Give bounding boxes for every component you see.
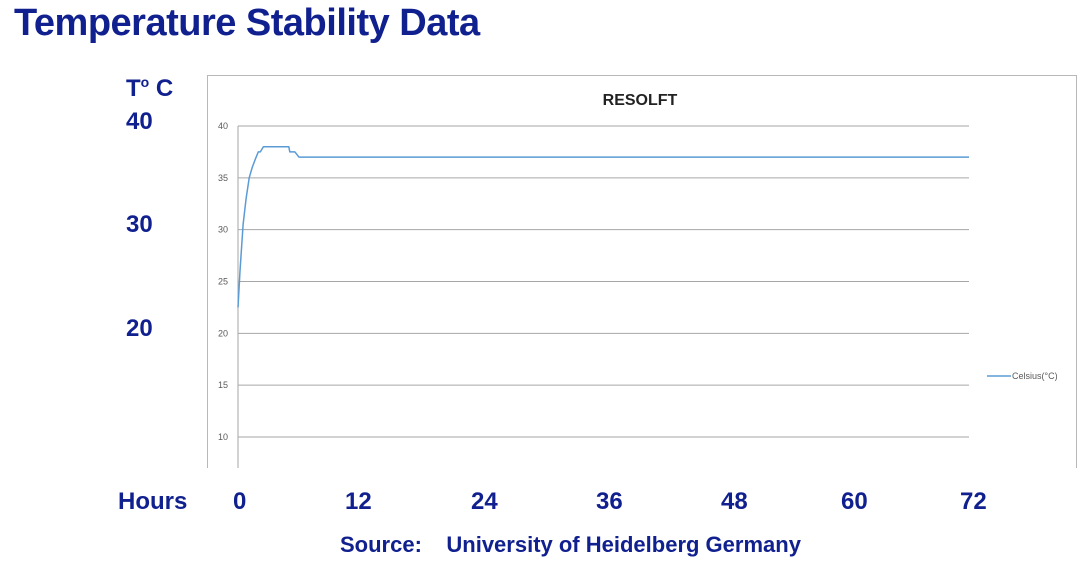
degree-superscript: o: [140, 74, 150, 90]
x-label-24: 24: [471, 488, 498, 515]
y-unit-suffix: C: [149, 75, 174, 102]
y-unit-letter: T: [126, 75, 141, 102]
slide-title: Temperature Stability Data: [14, 2, 480, 44]
y-tick-label-35: 35: [218, 173, 228, 183]
y-label-20: 20: [126, 315, 153, 342]
x-label-72: 72: [960, 488, 987, 515]
y-label-30: 30: [126, 211, 153, 238]
chart-svg: RESOLFT 10 15 20 25 30 35 40 Celsius(°C): [218, 92, 1058, 468]
y-tick-label-30: 30: [218, 225, 228, 235]
x-label-12: 12: [345, 488, 372, 515]
x-label-60: 60: [841, 488, 868, 515]
x-label-0: 0: [233, 488, 247, 515]
series-line-0: [237, 145, 969, 308]
x-label-48: 48: [721, 488, 748, 515]
y-label-40: 40: [126, 108, 153, 135]
x-axis-title: Hours: [118, 488, 188, 515]
y-unit-label: To C: [126, 74, 173, 103]
y-tick-label-40: 40: [218, 121, 228, 131]
legend-label-0: Celsius(°C): [1012, 371, 1058, 381]
source-text: University of Heidelberg Germany: [446, 532, 801, 557]
chart-frame: RESOLFT 10 15 20 25 30 35 40 Celsius(°C): [207, 75, 1077, 468]
y-tick-label-20: 20: [218, 328, 228, 338]
x-label-36: 36: [596, 488, 623, 515]
chart-title: RESOLFT: [603, 92, 678, 109]
source-line: Source: University of Heidelberg Germany: [340, 532, 801, 558]
y-tick-label-25: 25: [218, 277, 228, 287]
source-label: Source:: [340, 532, 422, 557]
y-tick-label-10: 10: [218, 432, 228, 442]
y-tick-label-15: 15: [218, 380, 228, 390]
